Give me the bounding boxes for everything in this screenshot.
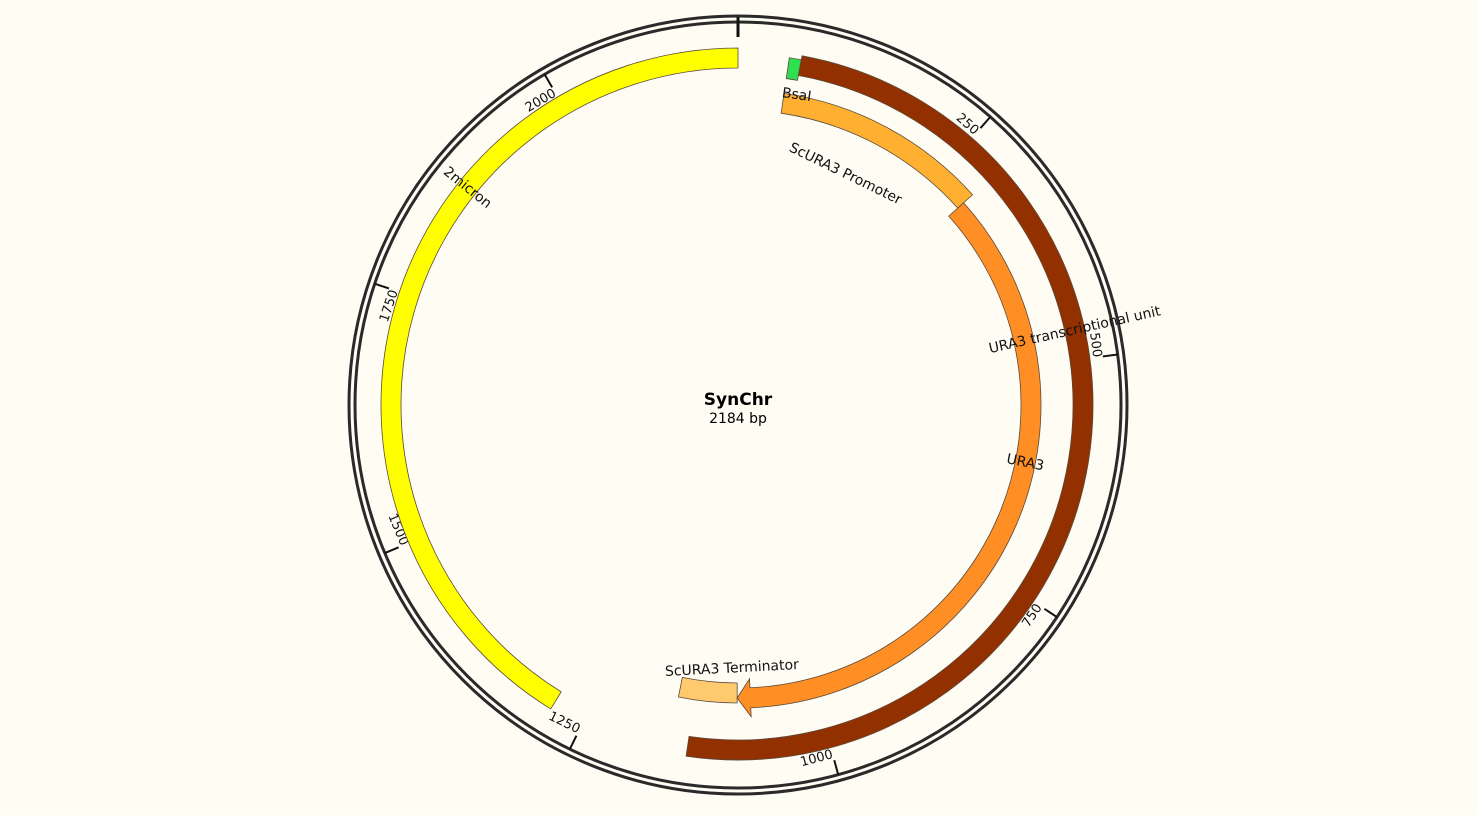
- tick-mark-1250: [568, 735, 578, 750]
- feature-tracks: [380, 47, 1094, 761]
- feature-bsai[interactable]: [785, 57, 802, 81]
- tick-mark-1500: [384, 546, 400, 555]
- label-ura3: URA3: [1005, 451, 1045, 474]
- tick-label-500: 500: [1086, 332, 1104, 359]
- plasmid-title: SynChr: [704, 390, 773, 410]
- tick-mark-500: [1102, 353, 1118, 358]
- tick-mark-1750: [374, 282, 390, 290]
- feature-ura3-transcriptional-unit[interactable]: [685, 55, 1094, 761]
- feature-ura3[interactable]: [736, 202, 1042, 718]
- plasmid-length: 2184 bp: [709, 411, 767, 427]
- feature-2micron[interactable]: [380, 47, 739, 710]
- tick-mark-750: [1043, 607, 1058, 618]
- label-scura3-terminator: ScURA3 Terminator: [665, 657, 800, 680]
- tick-mark-2000: [543, 73, 554, 88]
- backbone-outer-ring: [347, 14, 1129, 796]
- tick-mark-250: [979, 116, 992, 129]
- tick-label-1250: 1250: [546, 709, 582, 737]
- tick-mark-1000: [833, 759, 840, 775]
- label-bsai: BsaI: [781, 85, 813, 105]
- feature-scura3-terminator[interactable]: [677, 676, 738, 704]
